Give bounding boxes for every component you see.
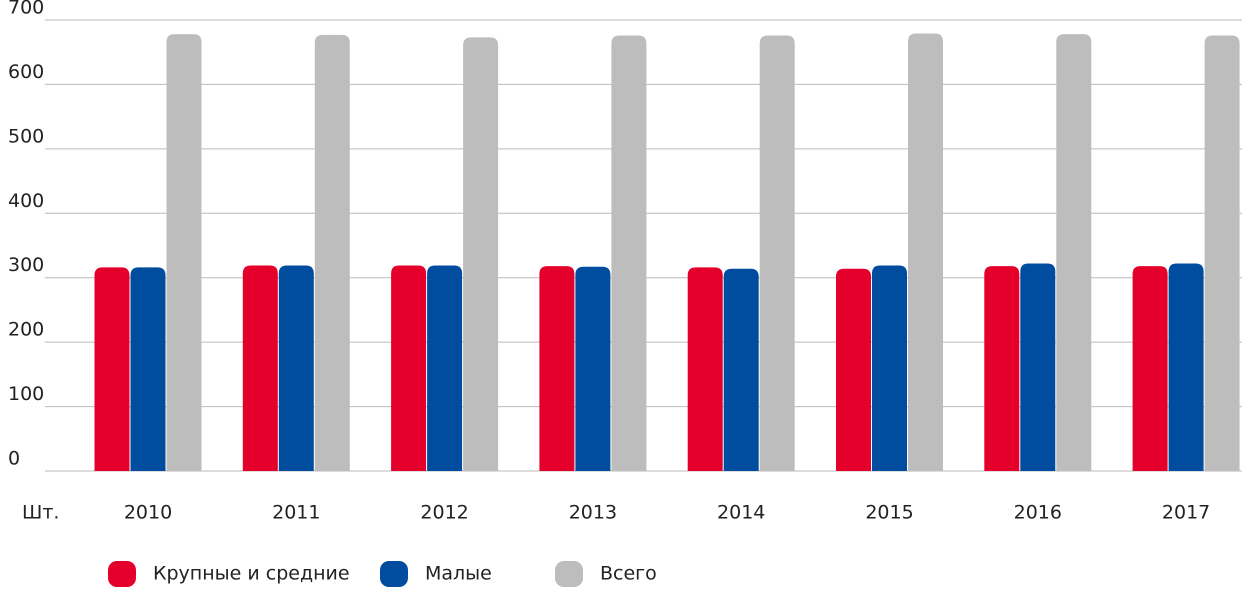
y-tick-label: 100 — [8, 383, 44, 405]
legend-label: Всего — [600, 563, 657, 585]
bar — [687, 267, 723, 471]
bar — [1168, 263, 1204, 471]
x-tick-label: 2010 — [124, 502, 172, 524]
bar — [984, 266, 1020, 471]
bar — [278, 265, 314, 471]
x-tick-label: 2017 — [1162, 502, 1210, 524]
bar — [723, 268, 759, 471]
bar — [1020, 263, 1056, 471]
x-tick-label: 2012 — [420, 502, 468, 524]
y-tick-label: 400 — [8, 190, 44, 212]
bar — [872, 265, 907, 471]
bar — [1204, 35, 1240, 471]
bar — [166, 34, 202, 471]
bar — [611, 35, 647, 471]
y-tick-label: 600 — [8, 61, 44, 83]
x-tick-label: 2011 — [272, 502, 320, 524]
bar — [1056, 34, 1092, 471]
bar — [836, 268, 871, 471]
y-axis-label: Шт. — [22, 502, 59, 524]
bar — [908, 33, 943, 471]
y-tick-label: 0 — [8, 448, 20, 470]
bar — [575, 266, 611, 471]
bar — [759, 35, 795, 471]
legend-swatch — [380, 561, 408, 587]
bar — [1132, 266, 1168, 471]
legend-label: Крупные и средние — [153, 563, 350, 585]
x-tick-label: 2014 — [717, 502, 765, 524]
bar — [391, 265, 427, 471]
bar — [427, 265, 463, 471]
y-tick-label: 500 — [8, 125, 44, 147]
x-tick-label: 2013 — [569, 502, 617, 524]
x-tick-label: 2015 — [865, 502, 913, 524]
bar — [130, 267, 166, 471]
bar — [242, 265, 278, 471]
bar — [94, 267, 130, 471]
legend-swatch — [555, 561, 583, 587]
bar — [463, 37, 499, 471]
y-tick-label: 200 — [8, 319, 44, 341]
bar — [314, 34, 350, 471]
y-tick-label: 300 — [8, 254, 44, 276]
bar — [539, 266, 575, 471]
legend-label: Малые — [425, 563, 492, 585]
x-tick-label: 2016 — [1014, 502, 1062, 524]
legend-swatch — [108, 561, 136, 587]
y-tick-label: 700 — [8, 0, 44, 19]
